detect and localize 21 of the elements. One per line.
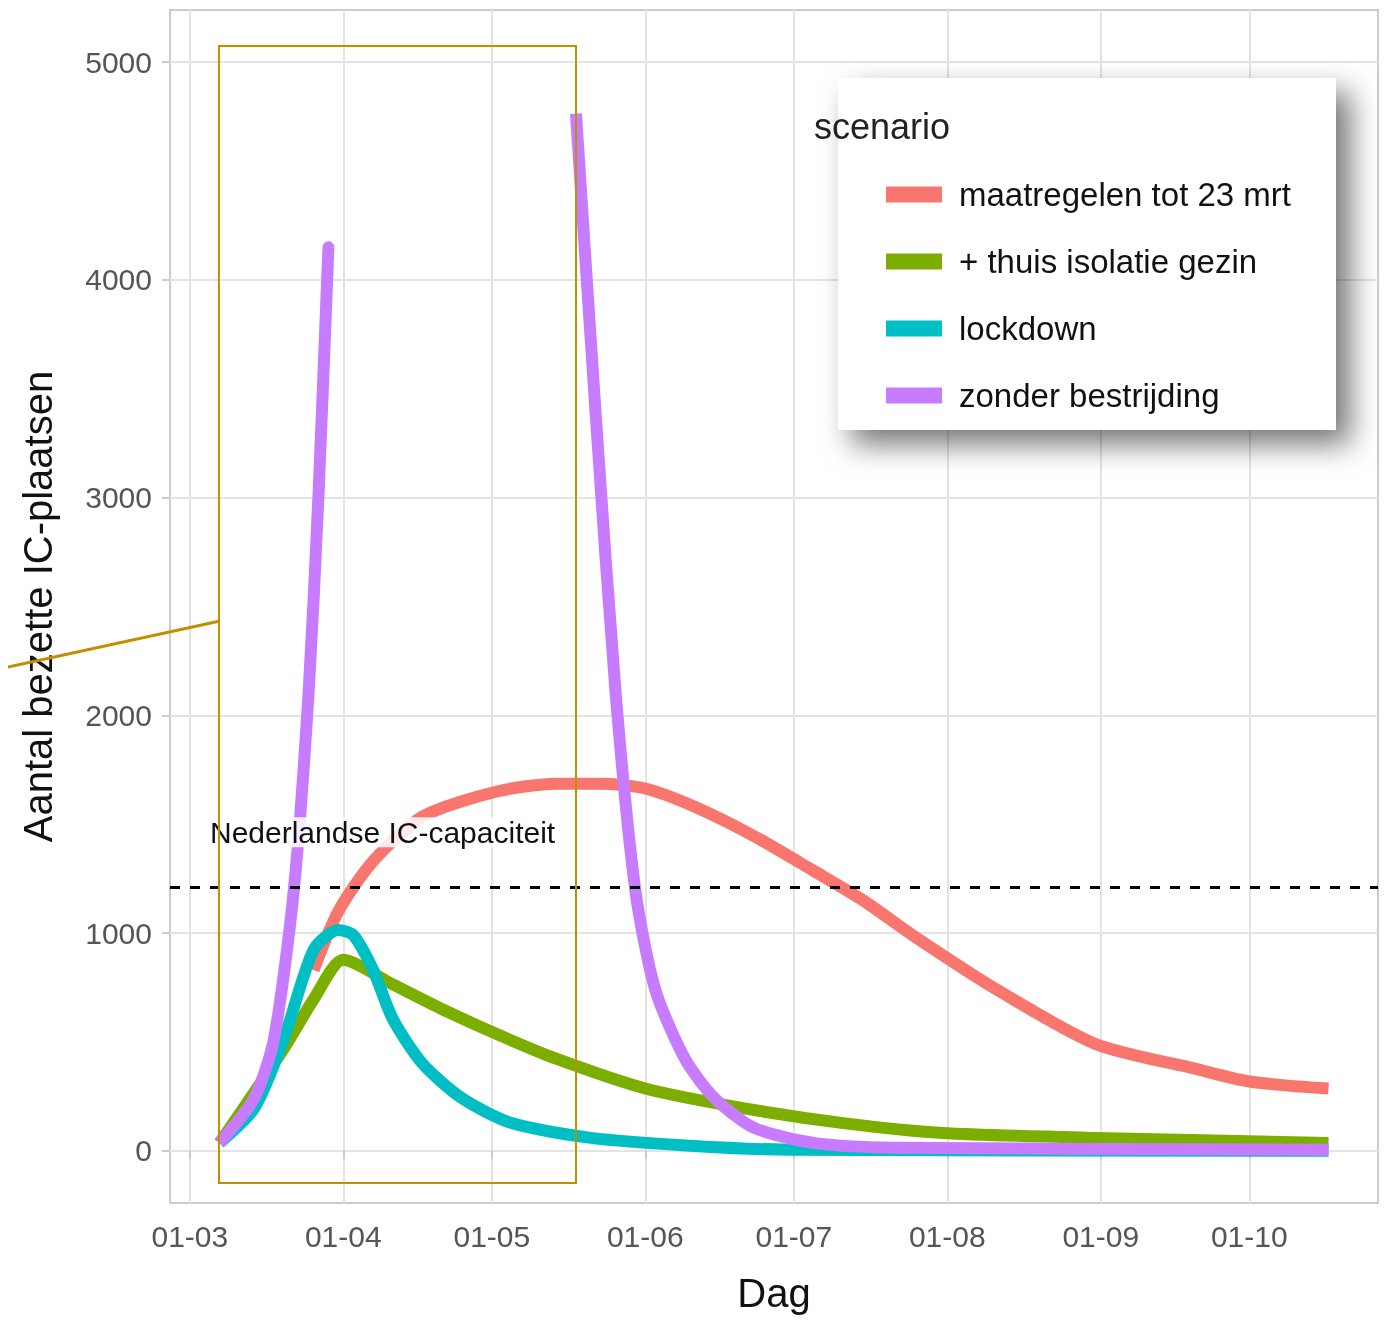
x-tick-label: 01-05: [453, 1219, 531, 1253]
y-tick-label: 5000: [85, 45, 152, 79]
x-tick-label: 01-04: [304, 1219, 382, 1253]
y-axis-title: Aantal bezette IC-plaatsen: [16, 370, 60, 843]
y-tick-label: 3000: [85, 481, 152, 515]
x-tick-label: 01-08: [908, 1219, 986, 1253]
legend-label: lockdown: [959, 310, 1097, 347]
legend-label: maatregelen tot 23 mrt: [959, 176, 1291, 213]
legend-label: zonder bestrijding: [959, 377, 1220, 414]
x-tick-label: 01-09: [1062, 1219, 1140, 1253]
y-tick-label: 1000: [85, 916, 152, 950]
x-tick-label: 01-06: [606, 1219, 684, 1253]
y-tick-label: 2000: [85, 698, 152, 732]
x-axis-title: Dag: [737, 1271, 811, 1315]
legend-title: scenario: [813, 105, 951, 147]
x-tick-label: 01-10: [1210, 1219, 1288, 1253]
x-tick-label: 01-07: [755, 1219, 833, 1253]
y-tick-label: 0: [135, 1134, 152, 1168]
x-tick-label: 01-03: [151, 1219, 229, 1253]
legend-label: + thuis isolatie gezin: [959, 243, 1258, 280]
y-tick-label: 4000: [85, 263, 152, 297]
